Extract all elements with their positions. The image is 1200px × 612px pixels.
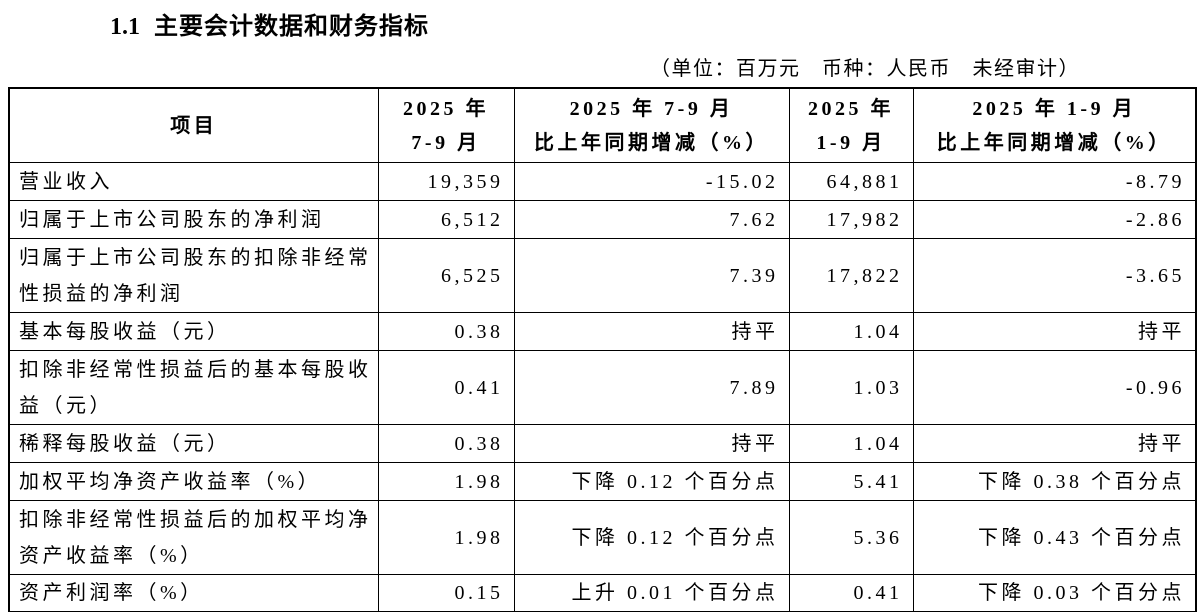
q3-value-cell: 0.41 <box>377 350 515 425</box>
q3-yoy-cell: 持平 <box>513 312 790 351</box>
col-header-item: 项目 <box>8 87 379 163</box>
ytd-value-cell: 5.36 <box>788 500 914 575</box>
ytd-yoy-cell: -8.79 <box>912 162 1197 201</box>
col-header-ytd: 2025 年 1-9 月 <box>788 87 914 163</box>
section-title: 主要会计数据和财务指标 <box>154 14 429 40</box>
unit-note: （单位：百万元 币种：人民币 未经审计） <box>650 58 1080 80</box>
ytd-value-cell: 1.04 <box>788 424 914 463</box>
table-row: 扣除非经常性损益后的基本每股收益（元） 0.41 7.89 1.03 -0.96 <box>8 350 1197 425</box>
q3-yoy-cell: -15.02 <box>513 162 790 201</box>
item-cell: 营业收入 <box>8 162 379 201</box>
table-row: 稀释每股收益（元） 0.38 持平 1.04 持平 <box>8 424 1197 463</box>
table-row: 扣除非经常性损益后的加权平均净资产收益率（%） 1.98 下降 0.12 个百分… <box>8 500 1197 575</box>
ytd-value-cell: 5.41 <box>788 462 914 501</box>
header-row: 项目 2025 年 7-9 月 2025 年 7-9 月 比上年同期增减（%） … <box>8 87 1197 163</box>
table-row: 资产利润率（%） 0.15 上升 0.01 个百分点 0.41 下降 0.03 … <box>8 574 1197 612</box>
table-row: 营业收入 19,359 -15.02 64,881 -8.79 <box>8 162 1197 201</box>
ytd-yoy-cell: -0.96 <box>912 350 1197 425</box>
q3-yoy-cell: 7.62 <box>513 200 790 239</box>
table-row: 基本每股收益（元） 0.38 持平 1.04 持平 <box>8 312 1197 351</box>
q3-value-cell: 1.98 <box>377 462 515 501</box>
ytd-value-cell: 1.03 <box>788 350 914 425</box>
q3-yoy-cell: 持平 <box>513 424 790 463</box>
ytd-yoy-cell: -2.86 <box>912 200 1197 239</box>
ytd-value-cell: 64,881 <box>788 162 914 201</box>
item-cell: 资产利润率（%） <box>8 574 379 612</box>
table-row: 归属于上市公司股东的扣除非经常性损益的净利润 6,525 7.39 17,822… <box>8 238 1197 313</box>
item-cell: 稀释每股收益（元） <box>8 424 379 463</box>
q3-value-cell: 0.38 <box>377 424 515 463</box>
ytd-yoy-cell: 下降 0.03 个百分点 <box>912 574 1197 612</box>
item-cell: 归属于上市公司股东的扣除非经常性损益的净利润 <box>8 238 379 313</box>
q3-value-cell: 6,512 <box>377 200 515 239</box>
q3-yoy-cell: 下降 0.12 个百分点 <box>513 462 790 501</box>
ytd-yoy-cell: 下降 0.38 个百分点 <box>912 462 1197 501</box>
q3-value-cell: 1.98 <box>377 500 515 575</box>
item-cell: 归属于上市公司股东的净利润 <box>8 200 379 239</box>
q3-value-cell: 0.15 <box>377 574 515 612</box>
ytd-value-cell: 17,822 <box>788 238 914 313</box>
section-number: 1.1 <box>110 14 140 40</box>
q3-yoy-cell: 下降 0.12 个百分点 <box>513 500 790 575</box>
ytd-value-cell: 17,982 <box>788 200 914 239</box>
item-cell: 扣除非经常性损益后的加权平均净资产收益率（%） <box>8 500 379 575</box>
q3-yoy-cell: 7.39 <box>513 238 790 313</box>
ytd-yoy-cell: 持平 <box>912 424 1197 463</box>
q3-yoy-cell: 上升 0.01 个百分点 <box>513 574 790 612</box>
ytd-value-cell: 0.41 <box>788 574 914 612</box>
q3-yoy-cell: 7.89 <box>513 350 790 425</box>
col-header-q3-yoy: 2025 年 7-9 月 比上年同期增减（%） <box>513 87 790 163</box>
col-header-ytd-yoy: 2025 年 1-9 月 比上年同期增减（%） <box>912 87 1197 163</box>
item-cell: 加权平均净资产收益率（%） <box>8 462 379 501</box>
ytd-yoy-cell: 下降 0.43 个百分点 <box>912 500 1197 575</box>
q3-value-cell: 0.38 <box>377 312 515 351</box>
financial-indicators-table: 项目 2025 年 7-9 月 2025 年 7-9 月 比上年同期增减（%） … <box>8 87 1197 612</box>
item-cell: 扣除非经常性损益后的基本每股收益（元） <box>8 350 379 425</box>
ytd-yoy-cell: -3.65 <box>912 238 1197 313</box>
table-row: 归属于上市公司股东的净利润 6,512 7.62 17,982 -2.86 <box>8 200 1197 239</box>
table-row: 加权平均净资产收益率（%） 1.98 下降 0.12 个百分点 5.41 下降 … <box>8 462 1197 501</box>
q3-value-cell: 19,359 <box>377 162 515 201</box>
ytd-yoy-cell: 持平 <box>912 312 1197 351</box>
item-cell: 基本每股收益（元） <box>8 312 379 351</box>
page-title: 1.1 主要会计数据和财务指标 <box>110 6 429 41</box>
col-header-q3: 2025 年 7-9 月 <box>377 87 515 163</box>
ytd-value-cell: 1.04 <box>788 312 914 351</box>
q3-value-cell: 6,525 <box>377 238 515 313</box>
